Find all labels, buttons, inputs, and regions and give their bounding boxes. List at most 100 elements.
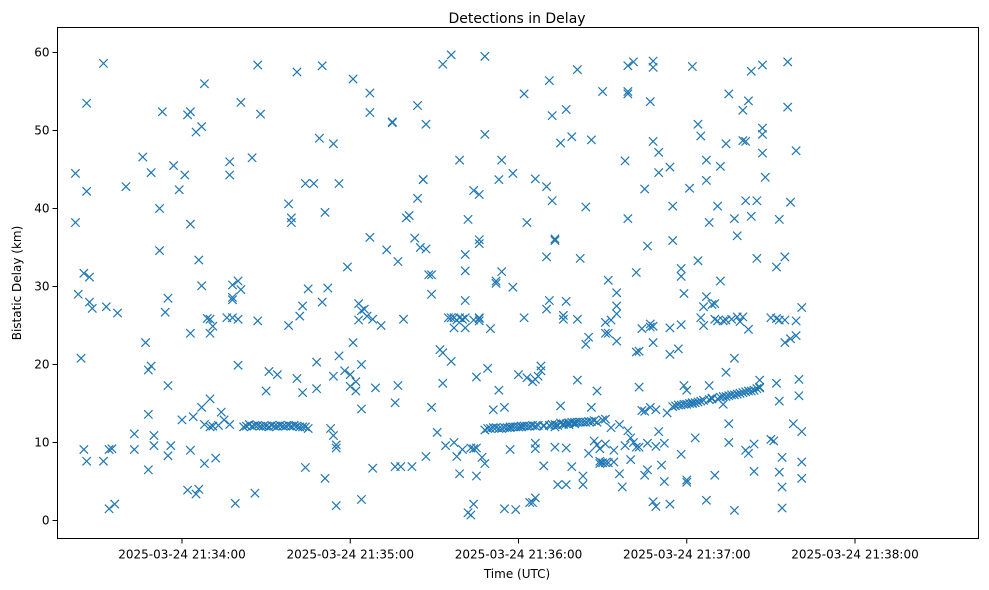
data-point bbox=[348, 338, 358, 348]
data-point bbox=[154, 245, 165, 256]
data-point bbox=[735, 316, 745, 327]
data-point bbox=[396, 462, 406, 472]
data-point bbox=[230, 498, 240, 508]
data-point bbox=[331, 440, 341, 450]
data-point bbox=[129, 444, 139, 455]
data-point bbox=[480, 425, 490, 435]
data-point bbox=[541, 182, 552, 192]
data-point bbox=[626, 455, 636, 465]
data-point bbox=[586, 135, 597, 145]
data-point bbox=[721, 391, 731, 402]
data-point bbox=[499, 402, 510, 413]
data-point bbox=[626, 433, 636, 443]
data-point bbox=[154, 203, 165, 214]
data-point bbox=[205, 422, 215, 432]
data-point bbox=[424, 270, 434, 280]
data-point bbox=[760, 172, 770, 182]
data-point bbox=[687, 61, 697, 72]
data-point bbox=[600, 439, 611, 449]
data-point bbox=[163, 293, 173, 303]
data-point bbox=[783, 57, 793, 67]
data-point bbox=[177, 415, 187, 425]
data-point bbox=[519, 89, 529, 99]
data-point bbox=[236, 97, 246, 108]
data-point bbox=[634, 346, 644, 356]
data-point bbox=[637, 323, 647, 334]
data-point bbox=[146, 167, 156, 178]
data-point bbox=[283, 199, 294, 209]
data-point bbox=[583, 448, 594, 459]
x-tick-label: 2025-03-24 21:34:00 bbox=[118, 548, 245, 562]
data-point bbox=[233, 360, 243, 370]
data-point bbox=[676, 271, 686, 281]
data-point bbox=[589, 436, 599, 446]
data-point bbox=[261, 386, 271, 396]
data-point bbox=[668, 401, 678, 412]
data-point bbox=[376, 320, 386, 331]
chart-title: Detections in Delay bbox=[448, 11, 585, 27]
y-tick-label: 0 bbox=[42, 514, 50, 528]
data-point bbox=[578, 471, 588, 481]
data-point bbox=[351, 377, 361, 387]
data-point bbox=[600, 317, 611, 328]
data-point bbox=[328, 430, 339, 441]
data-point bbox=[227, 295, 238, 305]
data-point bbox=[525, 497, 535, 508]
data-point bbox=[334, 178, 344, 189]
data-point bbox=[227, 292, 238, 303]
data-point bbox=[777, 482, 787, 492]
data-point bbox=[712, 201, 723, 211]
data-point bbox=[387, 118, 397, 128]
x-axis-label: Time (UTC) bbox=[483, 567, 550, 581]
data-point bbox=[205, 394, 215, 404]
data-point bbox=[340, 366, 350, 376]
data-point bbox=[780, 315, 790, 325]
data-point bbox=[771, 313, 782, 324]
data-point bbox=[606, 423, 616, 433]
data-point bbox=[651, 405, 661, 415]
data-point bbox=[600, 328, 611, 338]
data-point bbox=[426, 289, 437, 299]
data-point bbox=[623, 89, 633, 99]
data-point bbox=[746, 386, 756, 396]
data-point bbox=[421, 119, 431, 129]
data-point bbox=[474, 238, 484, 249]
data-point bbox=[410, 233, 420, 243]
data-point bbox=[561, 479, 571, 490]
data-point bbox=[797, 473, 807, 484]
data-point bbox=[264, 366, 274, 377]
data-point bbox=[533, 371, 543, 381]
data-point bbox=[598, 415, 608, 425]
data-point bbox=[721, 367, 731, 377]
data-point bbox=[696, 313, 706, 323]
data-point bbox=[370, 383, 381, 393]
data-point bbox=[612, 336, 622, 346]
data-point bbox=[530, 174, 540, 184]
data-point bbox=[701, 292, 712, 302]
data-point bbox=[289, 420, 299, 430]
x-tick-label: 2025-03-24 21:35:00 bbox=[287, 548, 414, 562]
data-point bbox=[174, 185, 184, 195]
data-point bbox=[572, 314, 583, 324]
data-point bbox=[544, 295, 554, 306]
data-point bbox=[505, 444, 515, 455]
data-point bbox=[320, 207, 330, 218]
y-tick-label: 40 bbox=[34, 202, 49, 216]
data-point bbox=[342, 262, 353, 272]
data-point bbox=[550, 422, 560, 432]
data-point bbox=[704, 380, 714, 391]
data-point bbox=[679, 288, 689, 299]
data-point bbox=[488, 405, 498, 415]
data-point bbox=[469, 499, 479, 509]
data-point bbox=[101, 302, 111, 312]
data-point bbox=[70, 217, 81, 228]
data-point bbox=[729, 505, 740, 515]
data-point bbox=[393, 256, 403, 267]
data-point bbox=[724, 419, 734, 429]
data-point bbox=[668, 235, 678, 246]
data-point bbox=[620, 156, 630, 166]
data-point bbox=[668, 201, 678, 211]
data-point bbox=[738, 105, 748, 115]
data-point bbox=[769, 436, 779, 446]
